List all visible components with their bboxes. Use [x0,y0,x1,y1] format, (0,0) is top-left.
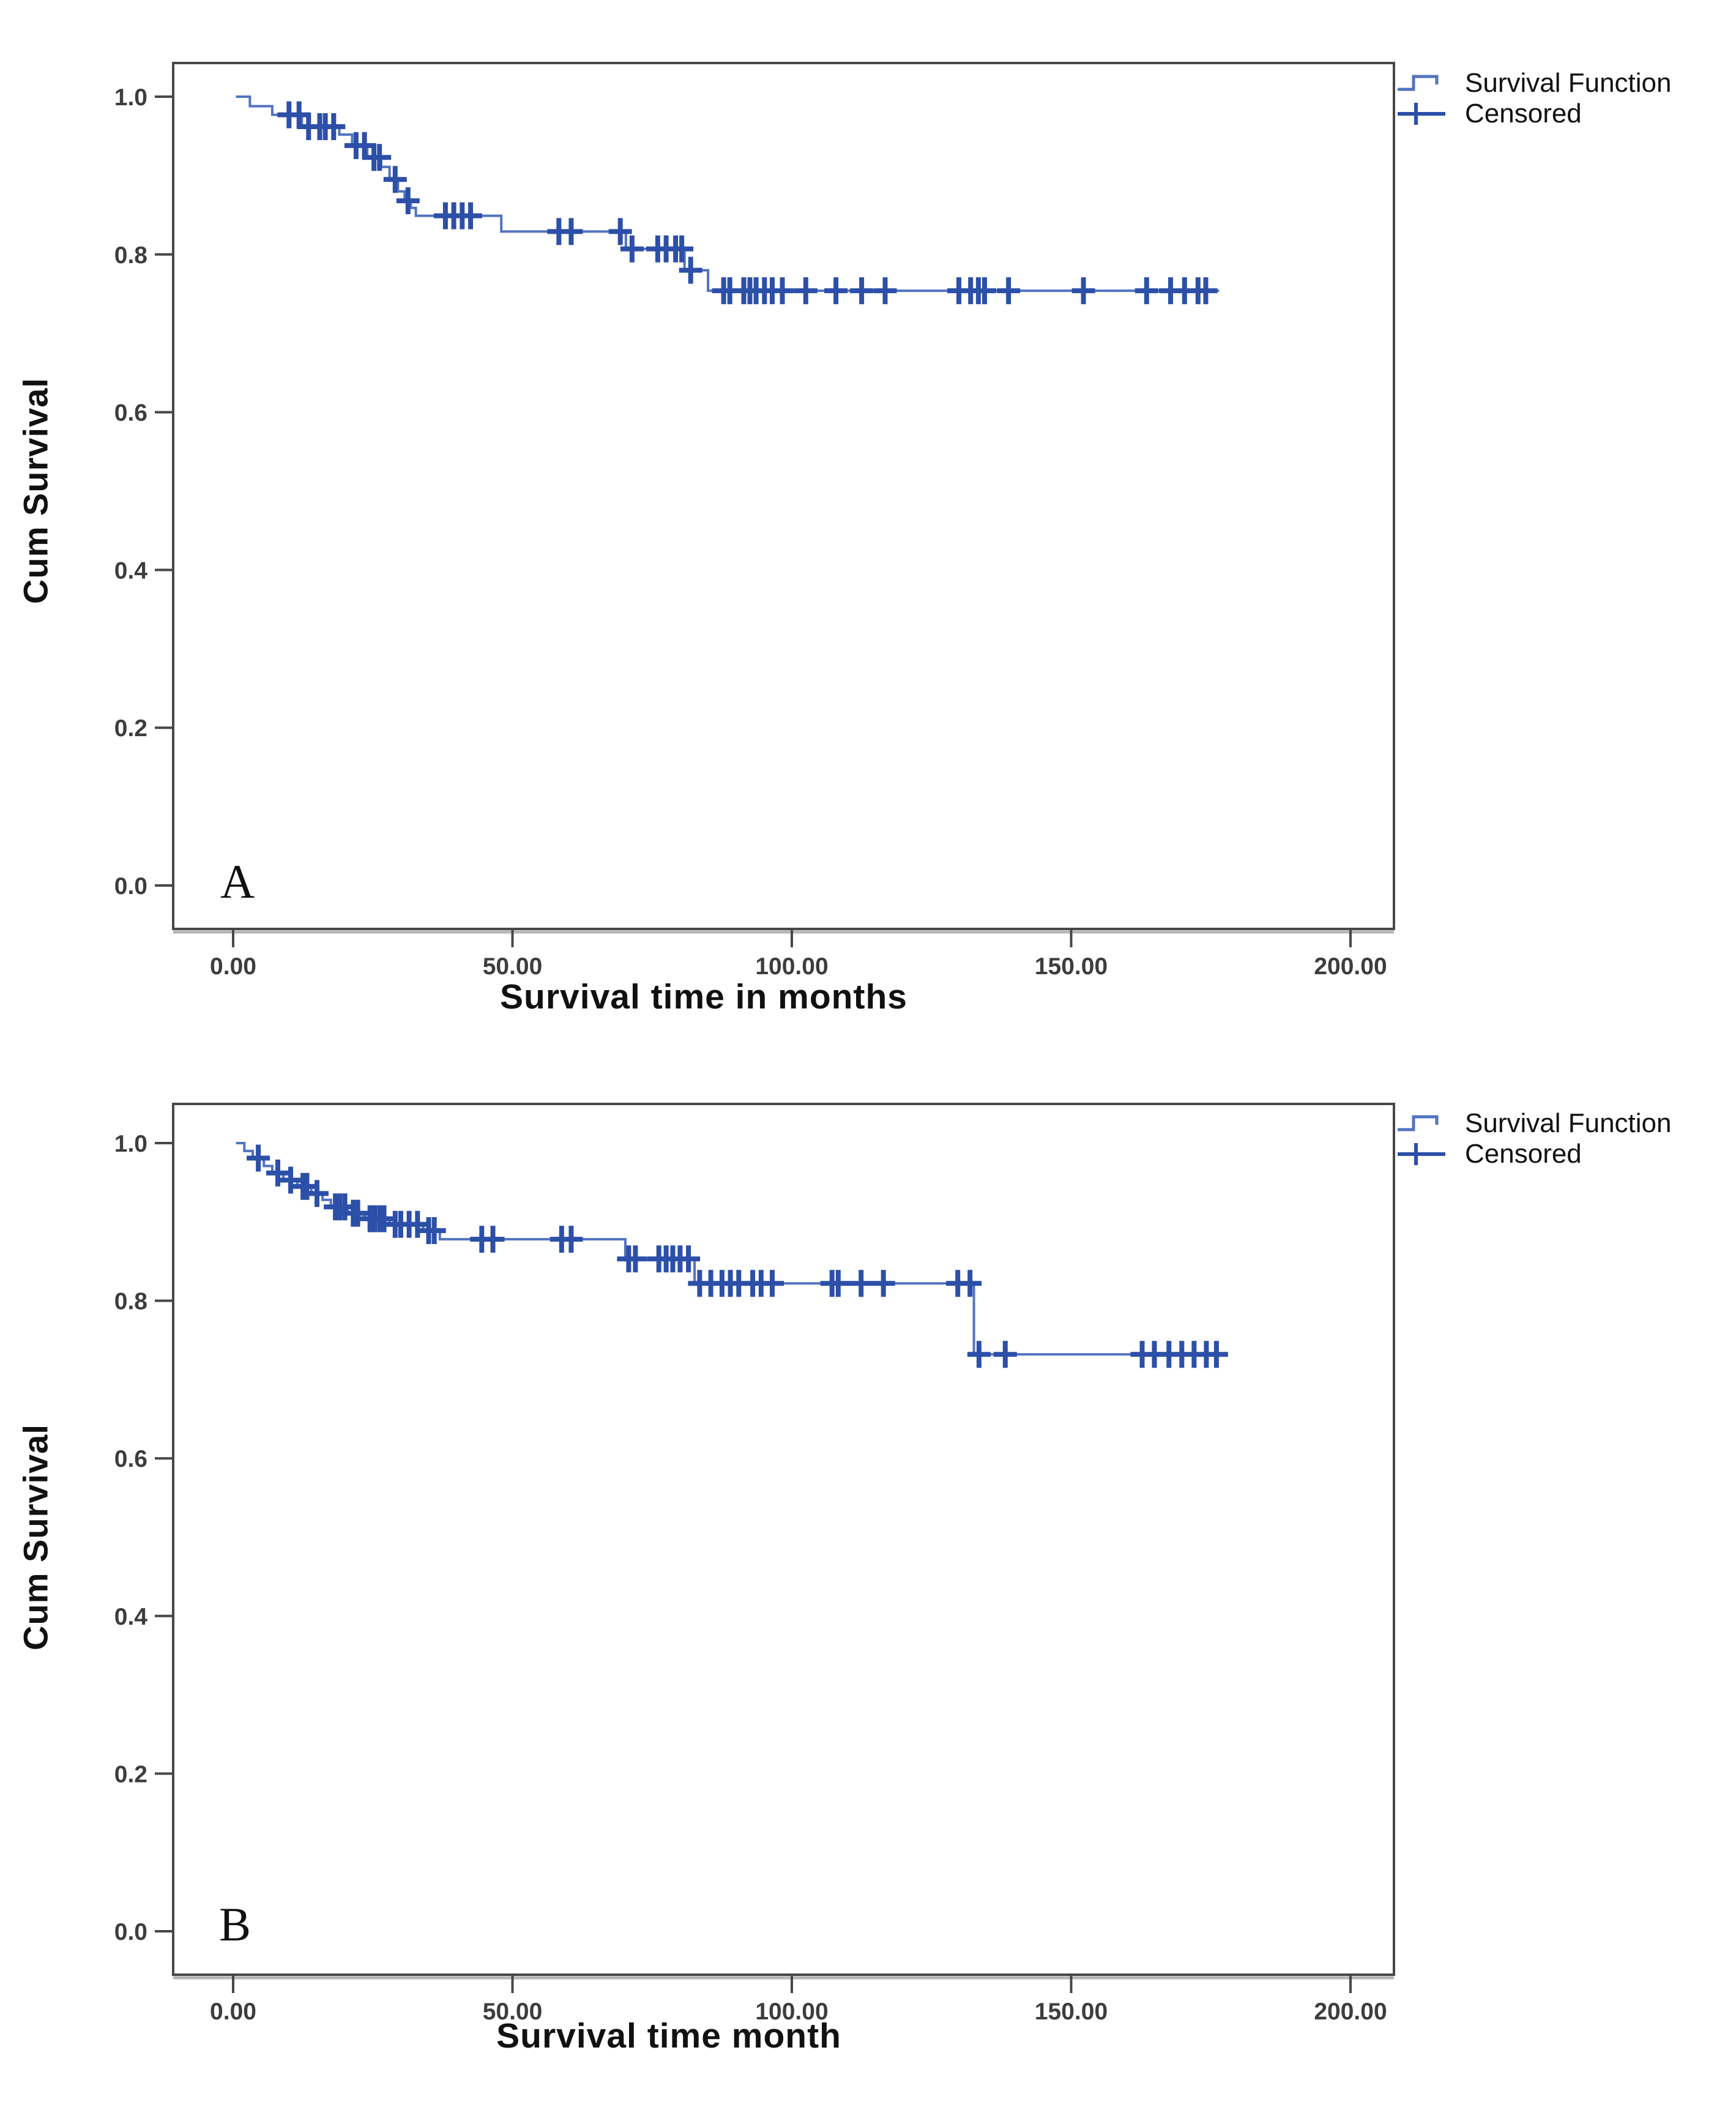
tick-labels: 0.00 50.00 100.00 150.00 200.00 1.0 0.8 0.6 0.4 0… [114,84,1387,980]
survival-curve [236,1142,1222,1356]
legend-row-censored: Censored [1396,99,1671,129]
y-axis-title: Cum Survival [16,378,55,604]
x-tick-label: 150.00 [1035,953,1108,980]
y-tick-label: 1.0 [114,84,147,111]
survival-function-line-icon [1398,75,1439,91]
x-tick-label: 50.00 [483,953,543,980]
y-tick-label: 0.0 [114,1919,147,1945]
km-chart-a: 0.00 50.00 100.00 150.00 200.00 1.0 0.8 0.6 0.4 0… [114,62,1395,980]
x-tick-label: 150.00 [1035,1999,1108,2025]
x-tick-label: 100.00 [755,1999,828,2025]
y-tick-label: 0.2 [114,715,147,742]
y-tick-label: 1.0 [114,1131,147,1157]
plot-border [172,62,1395,930]
legend-label: Survival Function [1465,1108,1672,1138]
legend-label: Censored [1465,1139,1582,1169]
legend-label: Survival Function [1465,68,1672,98]
x-tick-label: 200.00 [1314,953,1387,980]
legend: Survival Function Censored [1396,1109,1671,1169]
tick-labels: 0.00 50.00 100.00 150.00 200.00 1.0 0.8 0.6 0.4 0… [114,1131,1387,2025]
y-tick-label: 0.4 [114,557,148,584]
panel-letter-b: B [219,1898,251,1951]
censored-plus-icon [1398,1143,1445,1165]
km-chart-b: 0.00 50.00 100.00 150.00 200.00 1.0 0.8 0.6 0.4 0… [114,1103,1395,2025]
x-axis-title: Survival time month [496,2016,841,2055]
y-tick-label: 0.0 [114,873,147,900]
y-tick-label: 0.2 [114,1761,147,1787]
panel-letter-a: A [220,855,255,908]
y-tick-label: 0.6 [114,1446,147,1472]
censored-marks [277,101,1218,305]
censored-plus-icon [1398,103,1445,125]
legend-row-survival-function: Survival Function [1396,69,1671,98]
y-tick-label: 0.8 [114,1289,147,1315]
x-tick-label: 0.00 [210,953,256,980]
y-tick-label: 0.6 [114,400,147,427]
x-tick-label: 200.00 [1314,1999,1387,2025]
legend-label: Censored [1465,99,1582,129]
y-tick-label: 0.4 [114,1604,148,1630]
y-axis-title: Cum Survival [16,1424,55,1650]
axis-ticks [155,1142,1352,1993]
x-tick-label: 100.00 [755,953,828,980]
legend: Survival Function Censored [1396,69,1671,129]
y-tick-label: 0.8 [114,242,147,269]
axis-ticks [155,95,1352,947]
legend-row-censored: Censored [1396,1139,1671,1169]
x-tick-label: 0.00 [210,1999,256,2025]
x-axis-title: Survival time in months [500,977,907,1016]
survival-curve [236,95,1220,293]
legend-row-survival-function: Survival Function [1396,1109,1671,1138]
plot-border [172,1103,1395,1976]
survival-function-line-icon [1398,1115,1439,1131]
x-tick-label: 50.00 [483,1999,543,2025]
censored-marks [247,1144,1228,1368]
